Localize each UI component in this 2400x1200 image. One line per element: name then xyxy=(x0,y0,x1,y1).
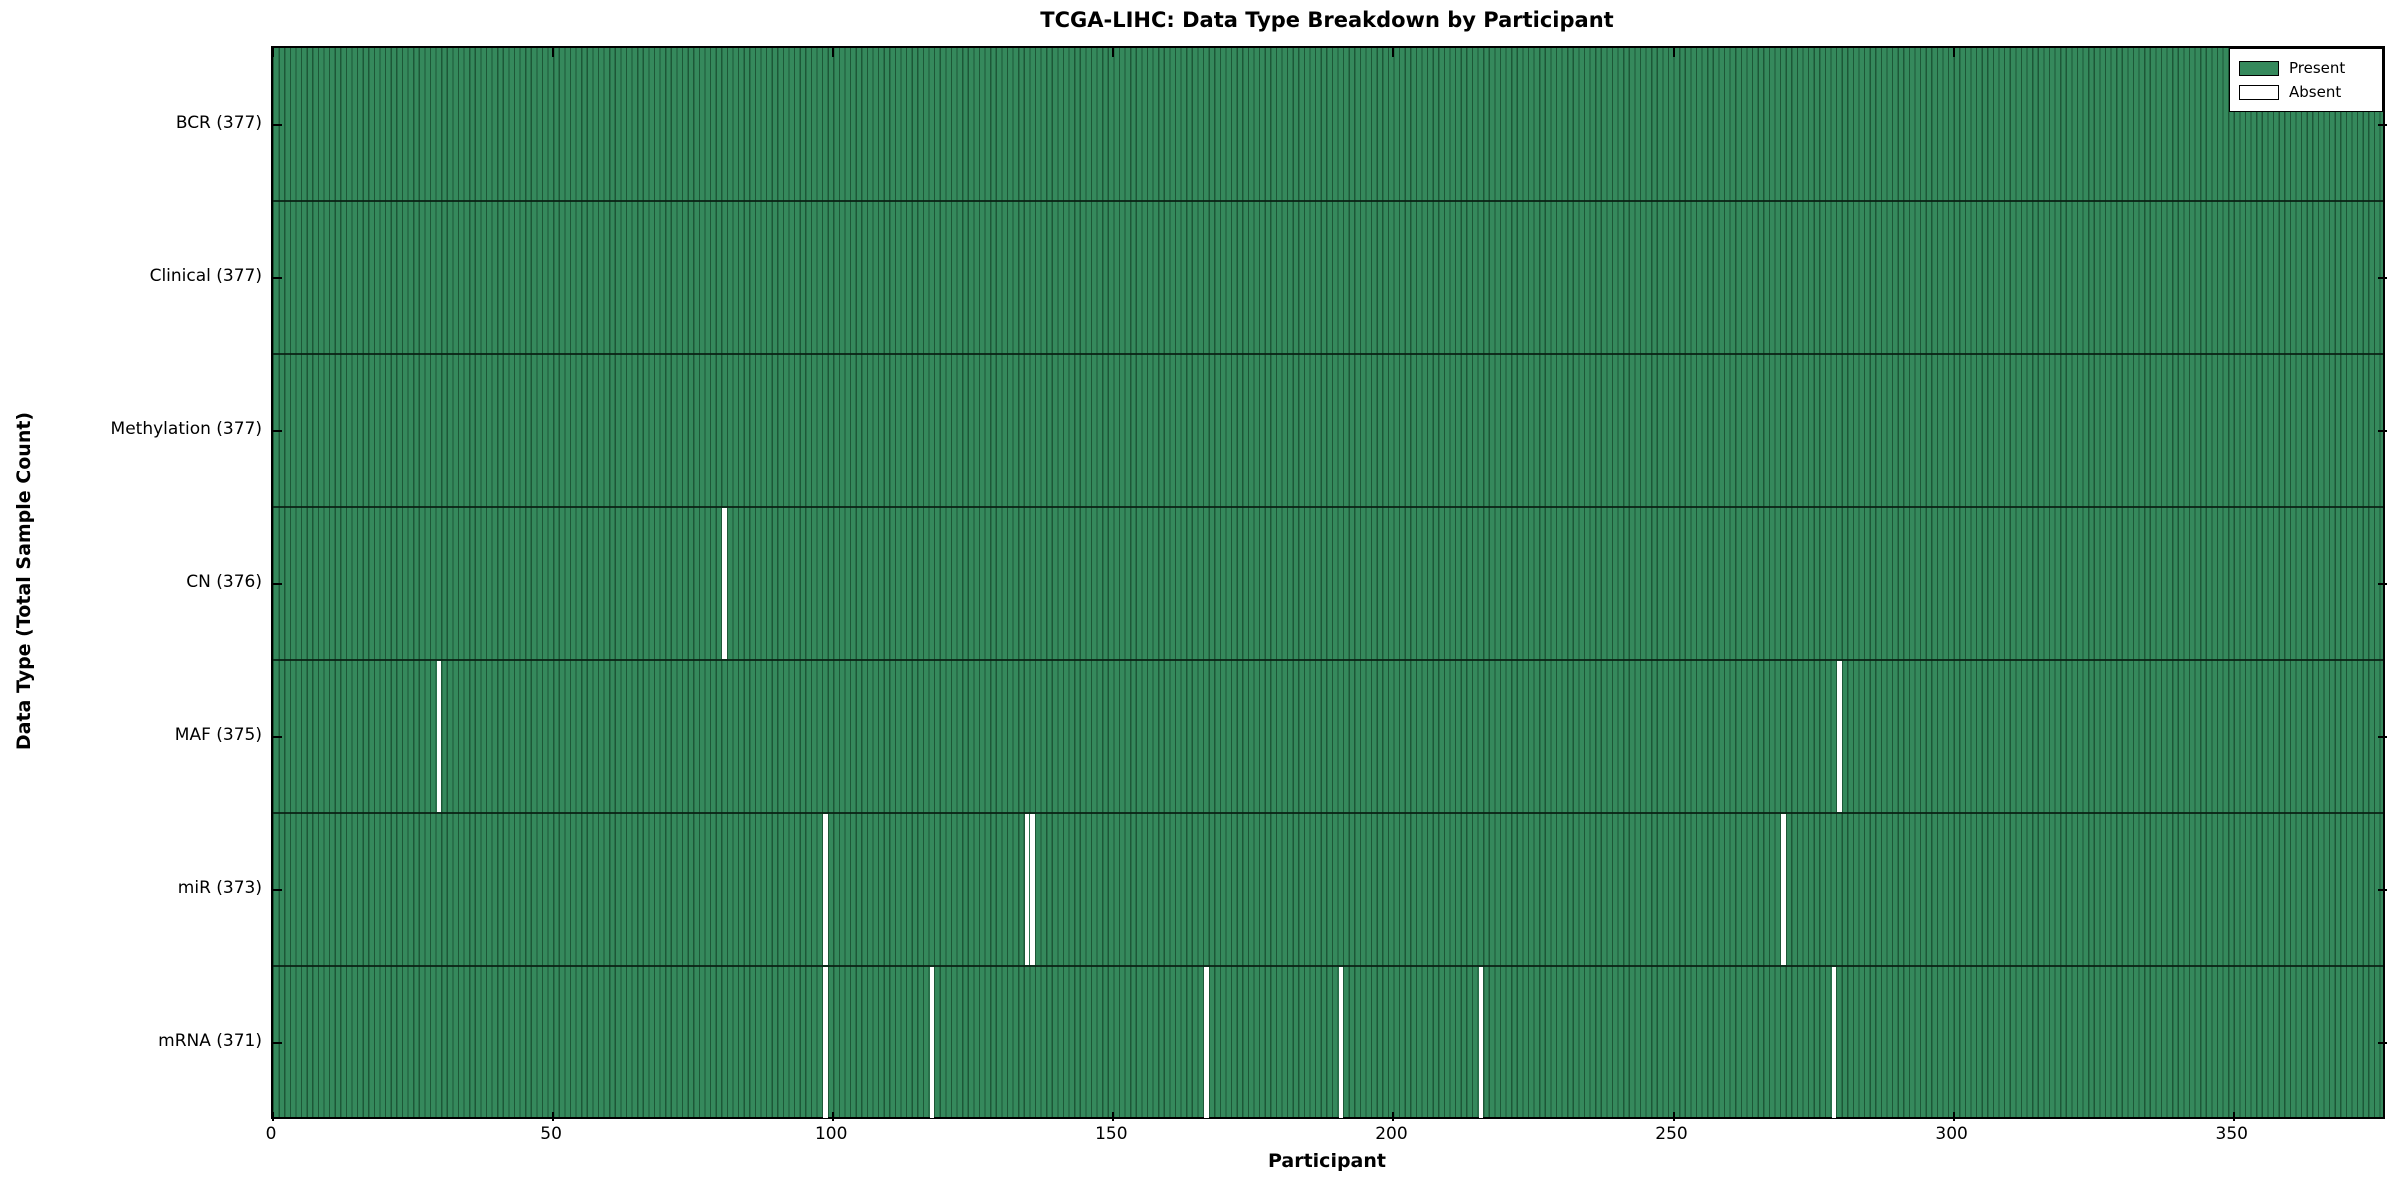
x-tick-mark xyxy=(832,48,835,57)
present-swatch-icon xyxy=(2239,60,2279,76)
y-tick-mark xyxy=(2378,123,2387,126)
y-tick-mark xyxy=(2378,429,2387,432)
legend-entry-present: Present xyxy=(2239,56,2373,80)
x-tick-mark xyxy=(272,1112,274,1121)
x-tick-mark xyxy=(1672,48,1675,57)
y-tick-mark xyxy=(273,735,282,738)
absent-cell-miR-134 xyxy=(1024,814,1030,965)
absent-cell-CN-80 xyxy=(722,508,727,659)
y-tick-mark xyxy=(2378,276,2387,279)
absent-cell-miR-135 xyxy=(1030,814,1035,965)
absent-cell-MAF-29 xyxy=(436,661,442,812)
absent-cell-mRNA-190 xyxy=(1338,967,1343,1118)
y-tick-mark xyxy=(273,888,282,891)
x-tick-mark xyxy=(832,1112,835,1121)
plot-area xyxy=(271,46,2387,1121)
x-tick-mark xyxy=(1392,48,1395,57)
x-tick-mark xyxy=(1672,1112,1675,1121)
y-tick-mark xyxy=(2378,735,2387,738)
absent-cell-mRNA-117 xyxy=(929,967,935,1118)
x-tick-mark xyxy=(1392,1112,1395,1121)
row-separator xyxy=(273,506,2383,508)
chart-title: TCGA-LIHC: Data Type Breakdown by Partic… xyxy=(1040,8,1614,32)
y-tick-label-MAF: MAF (375) xyxy=(174,724,262,745)
absent-cell-MAF-279 xyxy=(1837,661,1842,812)
y-tick-label-Clinical: Clinical (377) xyxy=(149,265,262,286)
x-tick-label-100: 100 xyxy=(814,1124,848,1144)
y-tick-mark xyxy=(273,429,282,432)
legend-label-absent: Absent xyxy=(2289,83,2342,101)
y-tick-mark xyxy=(2378,582,2387,585)
x-tick-label-350: 350 xyxy=(2215,1124,2248,1144)
legend-label-present: Present xyxy=(2289,59,2346,77)
y-tick-label-miR: miR (373) xyxy=(177,877,262,898)
y-tick-label-BCR: BCR (377) xyxy=(175,112,262,133)
y-tick-label-mRNA: mRNA (371) xyxy=(158,1030,262,1051)
y-tick-mark xyxy=(2378,888,2387,891)
x-tick-label-50: 50 xyxy=(540,1124,562,1144)
absent-cell-mRNA-215 xyxy=(1478,967,1484,1118)
x-tick-label-300: 300 xyxy=(1935,1124,1968,1144)
y-axis-label: Data Type (Total Sample Count) xyxy=(13,411,35,751)
y-tick-mark xyxy=(273,1041,282,1044)
y-tick-mark xyxy=(273,582,282,585)
absent-cell-mRNA-98 xyxy=(823,967,828,1118)
absent-swatch-icon xyxy=(2239,84,2279,100)
absent-cell-mRNA-278 xyxy=(1831,967,1836,1118)
legend-entry-absent: Absent xyxy=(2239,80,2373,104)
row-separator xyxy=(273,812,2383,814)
x-tick-mark xyxy=(2232,1112,2235,1121)
x-tick-mark xyxy=(1952,1112,1955,1121)
x-tick-label-250: 250 xyxy=(1655,1124,1688,1144)
x-tick-label-0: 0 xyxy=(265,1124,277,1144)
absent-cell-mRNA-166 xyxy=(1204,967,1209,1118)
row-separator xyxy=(273,965,2383,967)
legend: Present Absent xyxy=(2229,48,2383,112)
y-tick-label-CN: CN (376) xyxy=(186,571,262,592)
x-tick-mark xyxy=(552,48,555,57)
x-tick-label-200: 200 xyxy=(1375,1124,1408,1144)
row-separator xyxy=(273,200,2383,202)
x-tick-mark xyxy=(1112,1112,1115,1121)
x-tick-mark xyxy=(552,1112,555,1121)
absent-cell-miR-98 xyxy=(823,814,828,965)
y-tick-mark xyxy=(273,123,282,126)
row-separator xyxy=(273,659,2383,661)
x-tick-mark xyxy=(272,48,274,57)
x-tick-label-150: 150 xyxy=(1095,1124,1128,1144)
x-axis-label: Participant xyxy=(1267,1150,1386,1172)
absent-cell-miR-269 xyxy=(1781,814,1786,965)
y-tick-mark xyxy=(2378,1041,2387,1044)
y-tick-mark xyxy=(273,276,282,279)
x-tick-mark xyxy=(1112,48,1115,57)
y-tick-label-Methylation: Methylation (377) xyxy=(110,418,262,439)
x-tick-mark xyxy=(1952,48,1955,57)
row-separator xyxy=(273,353,2383,355)
